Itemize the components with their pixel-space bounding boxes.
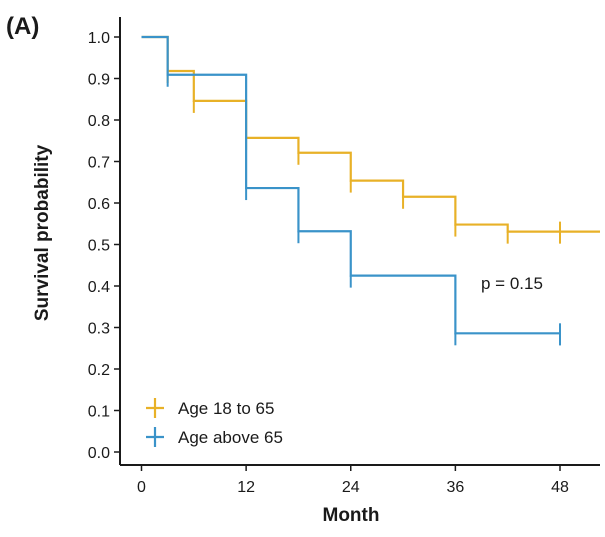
y-tick-label: 0.4 [88,279,110,296]
legend: Age 18 to 65 Age above 65 [146,398,283,447]
legend-label: Age above 65 [178,428,283,447]
axes-group: 0.0 0.1 0.2 0.3 0.4 0.5 0.6 0.7 0.8 0.9 1.0 0 12 24 36… [88,17,600,496]
survival-curve [141,35,560,335]
y-tick-label: 1.0 [88,30,110,47]
survival-curve [141,35,600,233]
legend-item: Age above 65 [146,427,283,447]
y-axis-title: Survival probability [32,144,53,321]
y-tick-label: 0.5 [88,238,110,255]
x-tick-label: 48 [551,479,569,496]
x-axis-title: Month [323,505,380,526]
x-tick-label: 36 [446,479,464,496]
panel-label: (A) [6,13,39,40]
y-tick-label: 0.3 [88,321,110,338]
x-tick-label: 24 [342,479,360,496]
y-tick-label: 0.0 [88,445,110,462]
y-tick-label: 0.1 [88,404,110,421]
p-value-annotation: p = 0.15 [481,274,543,293]
y-tick-label: 0.2 [88,362,110,379]
x-tick-label: 0 [137,479,146,496]
series-group [141,35,600,346]
legend-label: Age 18 to 65 [178,399,274,418]
legend-item: Age 18 to 65 [146,398,274,418]
x-tick-label: 12 [237,479,255,496]
series-1 [141,35,600,244]
y-tick-label: 0.6 [88,196,110,213]
y-tick-label: 0.8 [88,113,110,130]
y-tick-label: 0.7 [88,155,110,172]
series-2 [141,35,561,346]
y-tick-label: 0.9 [88,72,110,89]
